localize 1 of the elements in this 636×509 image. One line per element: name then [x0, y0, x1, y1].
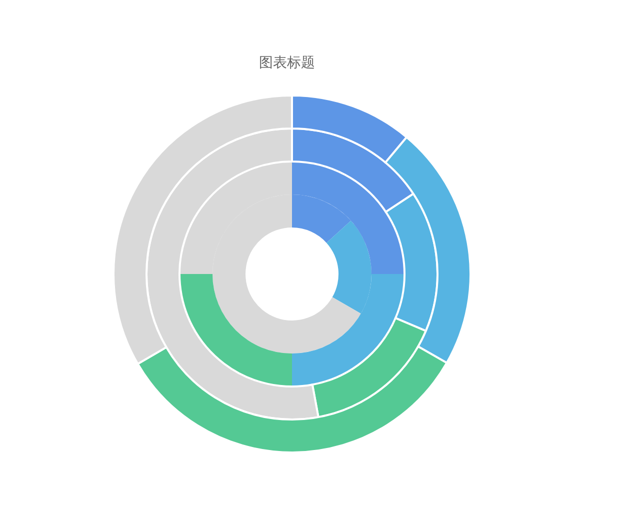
- chart-title: 图表标题: [258, 54, 316, 72]
